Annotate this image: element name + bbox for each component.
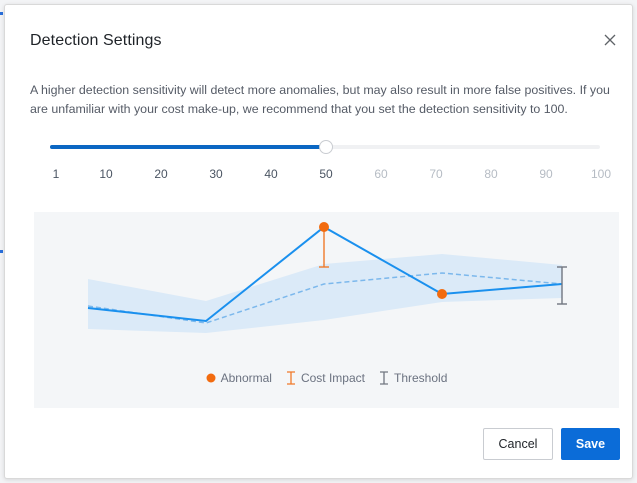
legend-label-threshold: Threshold (394, 371, 448, 385)
preview-chart-svg (87, 222, 567, 333)
abnormal-dot-icon (206, 373, 216, 383)
cancel-button[interactable]: Cancel (483, 428, 553, 460)
slider-tick-label: 20 (154, 167, 168, 181)
dialog-description: A higher detection sensitivity will dete… (30, 83, 610, 116)
close-button[interactable] (601, 31, 619, 49)
slider-tick-label: 50 (319, 167, 333, 181)
legend-item-threshold: Threshold (379, 371, 447, 385)
slider-tick-label: 1 (52, 167, 60, 181)
legend-item-cost-impact: Cost Impact (286, 371, 365, 385)
background-mark (0, 250, 3, 253)
expected-range-band (88, 254, 562, 333)
chart-legend: Abnormal Cost Impact Threshold (34, 371, 619, 385)
slider-thumb[interactable] (319, 140, 333, 154)
slider-tick-label: 70 (429, 167, 443, 181)
slider-tick-label: 80 (484, 167, 498, 181)
cost-impact-icon (286, 371, 295, 385)
sensitivity-preview-chart: Abnormal Cost Impact Threshold (34, 212, 619, 408)
dialog-title: Detection Settings (30, 32, 162, 49)
slider-tick-label: 10 (99, 167, 113, 181)
sensitivity-slider[interactable] (50, 140, 605, 154)
expected-line (87, 272, 563, 324)
abnormal-point (437, 289, 447, 299)
close-icon (604, 34, 616, 46)
threshold-marker (557, 266, 567, 305)
legend-label-cost-impact: Cost Impact (300, 371, 365, 385)
legend-item-abnormal: Abnormal (206, 371, 272, 385)
cost-impact-marker (319, 227, 329, 268)
detection-settings-dialog: Detection Settings A higher detection se… (4, 4, 633, 479)
slider-tick-label: 30 (209, 167, 223, 181)
abnormal-point (319, 222, 329, 232)
save-button[interactable]: Save (561, 428, 620, 460)
slider-tick-label: 90 (539, 167, 553, 181)
background-mark (0, 12, 3, 15)
slider-tick-label: 100 (590, 167, 612, 181)
slider-tick-label: 60 (374, 167, 388, 181)
slider-tick-label: 40 (264, 167, 278, 181)
slider-fill (50, 145, 326, 149)
threshold-icon (380, 371, 388, 385)
legend-label-abnormal: Abnormal (220, 371, 272, 385)
